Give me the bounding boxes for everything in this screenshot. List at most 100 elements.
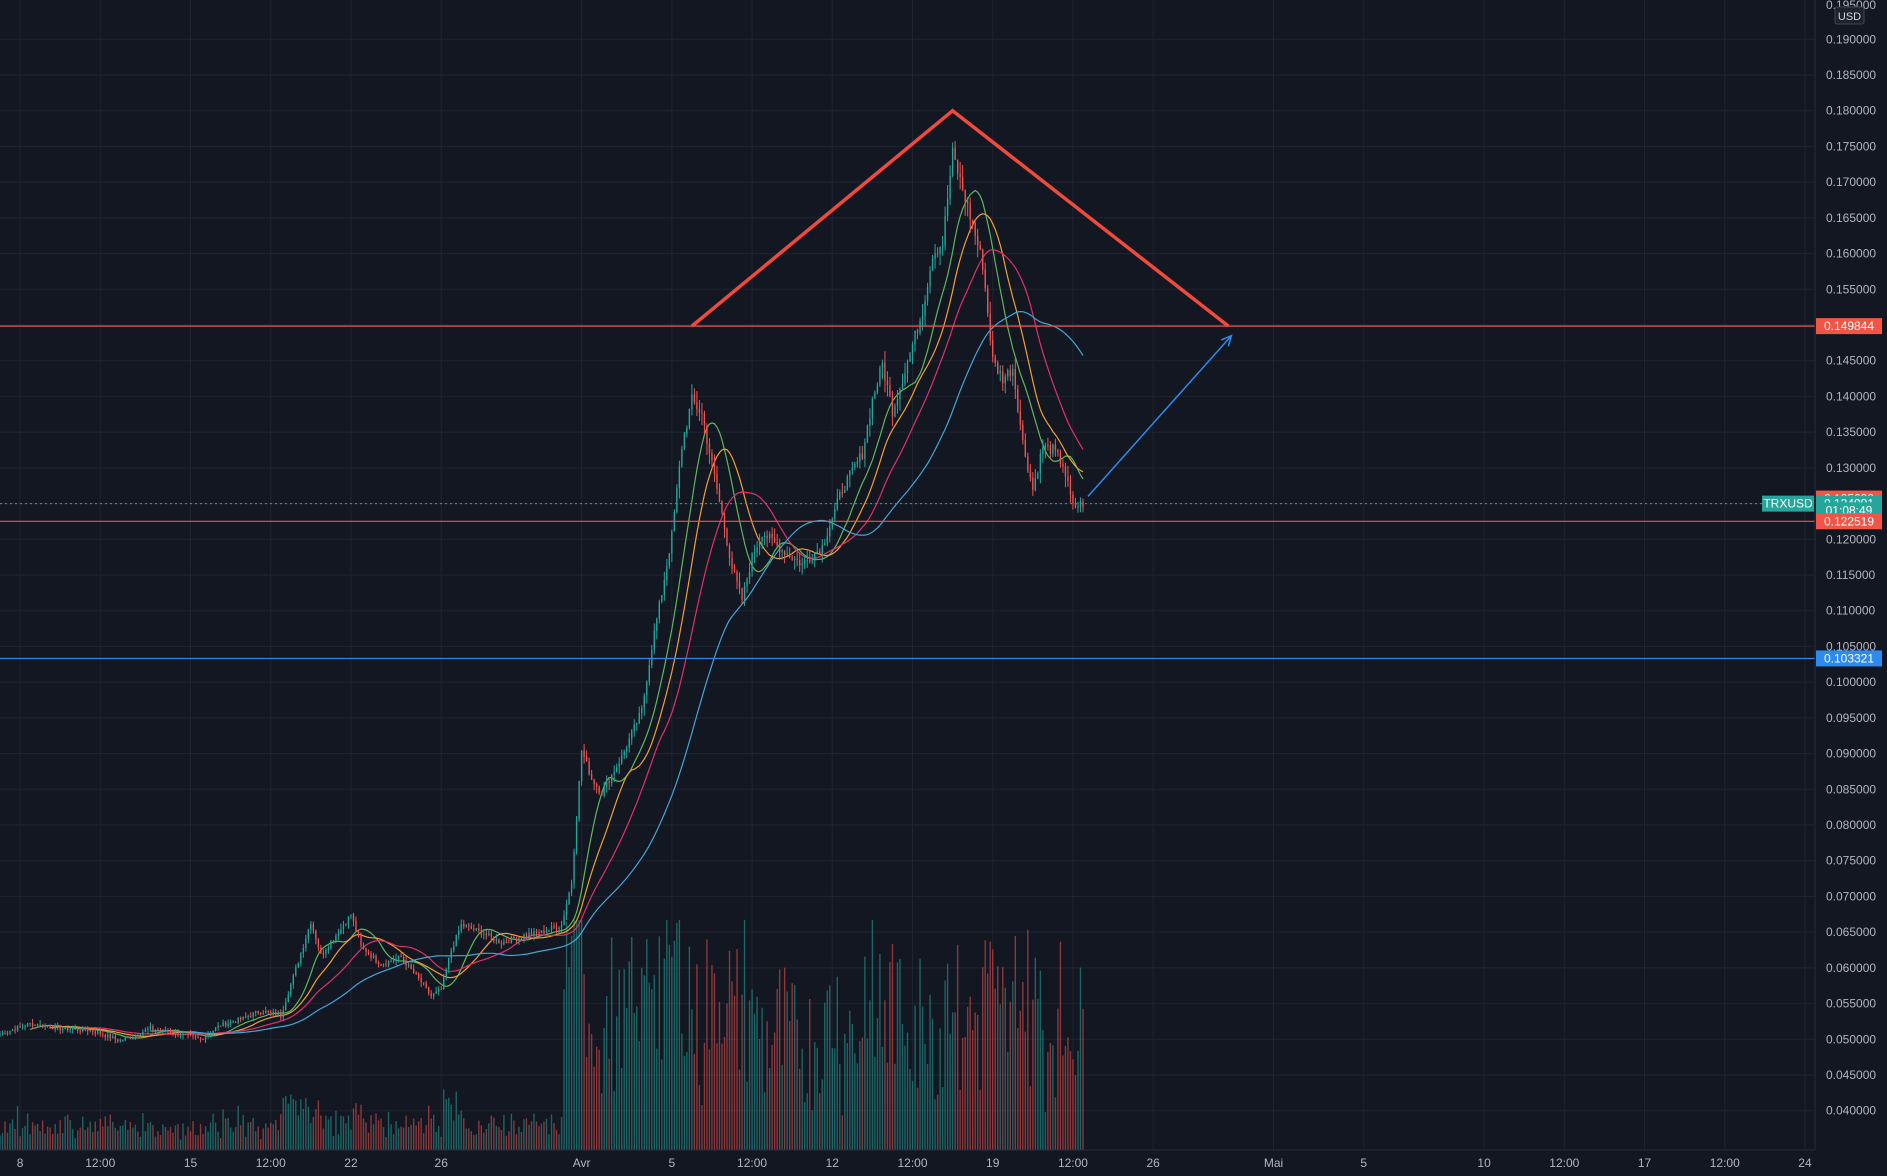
candle-body xyxy=(600,792,603,796)
volume-bar xyxy=(510,1113,513,1150)
time-tick-label: 15 xyxy=(184,1156,198,1170)
volume-bar xyxy=(949,1033,951,1150)
volume-bar xyxy=(367,1132,370,1150)
volume-bar xyxy=(909,1068,911,1150)
time-tick-label: 5 xyxy=(669,1156,676,1170)
volume-bar xyxy=(217,1131,219,1150)
volume-bar xyxy=(453,1120,455,1150)
volume-bar xyxy=(1052,1045,1054,1150)
candle-body xyxy=(435,991,437,994)
volume-bar xyxy=(152,1125,154,1150)
candle-body xyxy=(809,559,811,562)
time-axis[interactable]: 8 12:00 15 12:00 22 26 Avr 5 12:00 12 12:00 19 12:00… xyxy=(0,1149,1887,1176)
candle-body xyxy=(849,470,851,477)
candle-body xyxy=(397,955,400,959)
volume-bar xyxy=(305,1098,307,1150)
price-axis-background xyxy=(1815,0,1887,1150)
volume-bar xyxy=(746,1081,748,1150)
candle-body xyxy=(257,1011,259,1013)
volume-bar xyxy=(122,1125,124,1150)
volume-bar xyxy=(443,1089,445,1150)
volume-bar xyxy=(626,1008,628,1150)
candle-body xyxy=(36,1024,39,1027)
volume-bar xyxy=(809,998,811,1150)
rising-wedge-roof[interactable] xyxy=(690,108,1230,328)
candle-body xyxy=(167,1031,169,1033)
volume-bar xyxy=(267,1127,269,1150)
candle-body xyxy=(593,779,595,785)
volume-bar xyxy=(693,1054,696,1150)
symbol-tag[interactable] xyxy=(1762,495,1814,512)
candle-body xyxy=(713,460,716,475)
candle-body xyxy=(222,1022,224,1027)
candle-body xyxy=(540,930,543,934)
candle-body xyxy=(929,270,931,287)
volume-bar xyxy=(87,1127,89,1150)
volume-bar xyxy=(483,1132,485,1150)
time-tick-label: 12:00 xyxy=(897,1156,927,1170)
volume-bar xyxy=(59,1120,61,1150)
candle-body xyxy=(1054,444,1057,451)
volume-bar xyxy=(330,1116,332,1150)
candle-body xyxy=(1012,369,1014,376)
candle-body xyxy=(1002,371,1004,384)
candle-body xyxy=(1022,424,1024,441)
candle-body xyxy=(157,1029,159,1031)
time-tick-label: 22 xyxy=(344,1156,358,1170)
volume-bar xyxy=(989,941,991,1150)
volume-bar xyxy=(525,1118,528,1150)
candle-body xyxy=(312,923,315,931)
volume-bar xyxy=(46,1126,49,1150)
price-tick-label: 0.105000 xyxy=(1826,639,1876,653)
volume-bar xyxy=(598,1049,600,1150)
volume-bar xyxy=(244,1136,247,1150)
volume-bar xyxy=(982,967,984,1150)
volume-bar xyxy=(648,982,650,1150)
volume-bar xyxy=(109,1114,111,1150)
candle-body xyxy=(355,920,357,932)
candle-body xyxy=(776,542,778,546)
candle-body xyxy=(836,498,838,509)
volume-bar xyxy=(555,1129,558,1150)
projection-arrow-head xyxy=(1220,334,1233,347)
price-tag-level xyxy=(1816,513,1882,530)
volume-bar xyxy=(1009,1001,1011,1150)
currency-badge[interactable] xyxy=(1834,6,1865,25)
candle-body xyxy=(187,1033,189,1035)
pattern-drawings[interactable] xyxy=(690,108,1233,497)
volume-bar xyxy=(132,1127,134,1150)
volume-bar xyxy=(728,950,731,1150)
volume-bar xyxy=(523,1119,525,1150)
volume-bar xyxy=(563,989,565,1150)
volume-bar xyxy=(806,1093,808,1150)
volume-bar xyxy=(242,1114,244,1150)
projection-arrow[interactable] xyxy=(1087,335,1232,497)
volume-bar xyxy=(711,964,713,1150)
candle-body xyxy=(946,198,949,217)
volume-bar xyxy=(663,958,666,1150)
volume-bar xyxy=(342,1116,345,1150)
candle-body xyxy=(234,1021,237,1023)
volume-bar xyxy=(756,996,758,1150)
horizontal-levels[interactable] xyxy=(0,325,1815,660)
candle-body xyxy=(904,373,906,384)
volume-bar xyxy=(804,1102,806,1150)
candle-body xyxy=(1052,444,1054,454)
volume-bar xyxy=(829,985,831,1150)
candle-body xyxy=(924,301,926,317)
volume-bar xyxy=(881,1046,884,1150)
volume-bar xyxy=(1057,1008,1059,1150)
volume-bar xyxy=(1082,1008,1084,1150)
volume-bar xyxy=(859,1041,861,1150)
volume-bar xyxy=(387,1111,390,1150)
candle-body xyxy=(768,533,771,539)
volume-bar xyxy=(149,1121,152,1150)
price-tick-label: 0.115000 xyxy=(1826,568,1875,582)
volume-bar xyxy=(550,1114,553,1150)
volume-bar xyxy=(207,1131,209,1150)
volume-bar xyxy=(137,1131,139,1150)
volume-bar xyxy=(801,1048,803,1150)
price-axis[interactable]: 0.195000 USD 0.1900000.1850000.1800000.1… xyxy=(1814,0,1887,1150)
candle-body xyxy=(412,968,415,973)
